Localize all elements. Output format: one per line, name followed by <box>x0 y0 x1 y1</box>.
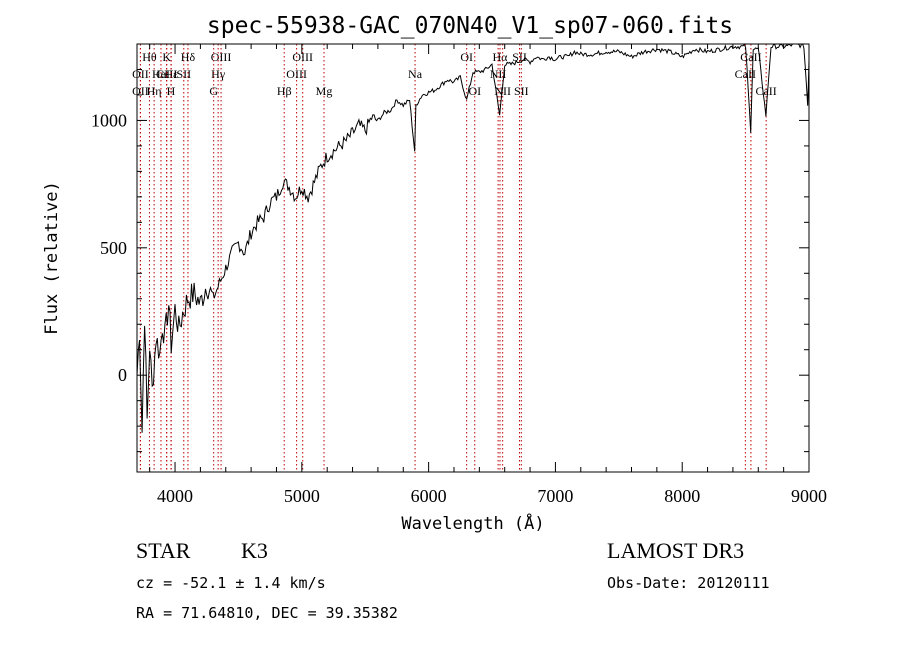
spectral-line-label-28: CaII <box>755 84 776 98</box>
x-tick-label-3: 7000 <box>537 486 573 506</box>
redshift-velocity: cz = -52.1 ± 1.4 km/s <box>136 574 326 592</box>
spectral-line-label-15: OIII <box>286 67 307 81</box>
y-tick-label-2: 1000 <box>91 110 127 130</box>
y-tick-label-1: 500 <box>100 238 127 258</box>
spectral-line-label-3: Hθ <box>142 50 157 64</box>
coordinates: RA = 71.64810, DEC = 39.35382 <box>136 604 398 622</box>
spectral-line-label-8: K <box>162 50 171 64</box>
chart-title: spec-55938-GAC_070N40_V1_sp07-060.fits <box>207 13 733 39</box>
spectral-line-label-12: Hγ <box>211 67 226 81</box>
spectral-line-label-20: OI <box>468 84 481 98</box>
spectral-line-label-11: OIII <box>211 50 232 64</box>
spectral-line-label-2: H <box>167 84 176 98</box>
spectral-line-label-5: OII <box>132 84 149 98</box>
plot-frame <box>136 43 810 473</box>
spectral-line-label-1: Hε <box>164 67 178 81</box>
axis-ticks: 4000 5000 6000 7000 8000 9000 0 500 1000 <box>91 44 827 506</box>
spectral-line-label-10: Hδ <box>181 50 196 64</box>
x-tick-label-5: 9000 <box>791 486 827 506</box>
x-tick-label-1: 5000 <box>284 486 320 506</box>
spectral-line-label-21: Hα <box>493 50 509 64</box>
x-axis-label: Wavelength (Å) <box>401 512 544 534</box>
spectral-line-label-25: SII <box>514 84 529 98</box>
spectral-line-label-16: OIII <box>292 50 313 64</box>
x-tick-label-4: 8000 <box>664 486 700 506</box>
y-axis-label: Flux (relative) <box>42 181 62 335</box>
spectral-class: STAR <box>136 538 191 563</box>
spectral-line-label-19: OI <box>460 50 473 64</box>
observation-date: Obs-Date: 20120111 <box>607 574 770 592</box>
spectrum-line <box>136 43 810 433</box>
spectral-line-label-13: G <box>209 84 218 98</box>
spectral-line-label-17: Mg <box>316 84 333 98</box>
x-tick-label-2: 6000 <box>411 486 447 506</box>
survey-name: LAMOST DR3 <box>607 538 745 563</box>
spectral-line-label-9: SII <box>176 67 191 81</box>
spectral-line-label-6: Hη <box>147 84 162 98</box>
spectral-line-label-7: HeI <box>152 67 170 81</box>
spectral-subclass: K3 <box>241 538 268 563</box>
spectral-line-label-18: Na <box>408 67 423 81</box>
spectral-line-label-4: OII <box>132 67 149 81</box>
spectrum-series <box>136 43 810 433</box>
spectral-line-label-14: Hβ <box>277 84 292 98</box>
x-tick-label-0: 4000 <box>157 486 193 506</box>
y-tick-label-0: 0 <box>118 365 127 385</box>
spectral-line-label-23: NII <box>494 84 511 98</box>
